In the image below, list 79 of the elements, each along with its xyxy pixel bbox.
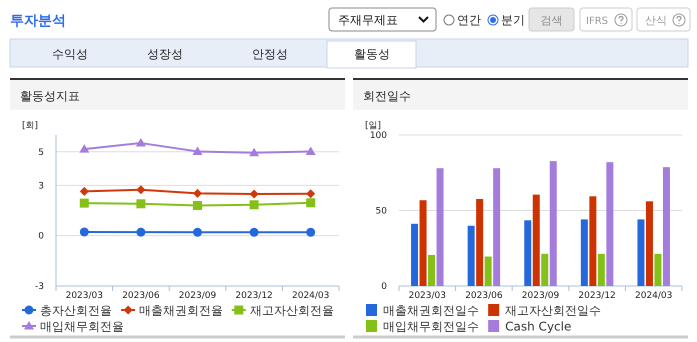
legend-label: 재고자산회전율 bbox=[250, 304, 334, 318]
legend-label: 매출채권회전일수 bbox=[383, 304, 479, 318]
x-tick-label: 2023/03 bbox=[66, 291, 103, 301]
bar bbox=[598, 254, 605, 286]
bar bbox=[637, 219, 644, 286]
bar bbox=[606, 162, 614, 286]
bar bbox=[493, 168, 500, 286]
point bbox=[136, 199, 146, 208]
x-tick-label: 2023/03 bbox=[408, 291, 446, 301]
point bbox=[80, 186, 89, 196]
chart-title: 회전일수 bbox=[363, 89, 411, 103]
legend-label: 재고자산회전일수 bbox=[505, 304, 602, 318]
text: 산식 bbox=[645, 14, 667, 27]
text: 주재무제표 bbox=[338, 13, 398, 27]
x-tick-label: 2024/03 bbox=[635, 291, 672, 301]
point bbox=[80, 198, 89, 208]
legend-label: 총자산회전율 bbox=[40, 304, 112, 318]
bar bbox=[411, 224, 418, 286]
legend-label: 매입채무회전일수 bbox=[383, 320, 479, 334]
bar bbox=[541, 254, 548, 286]
point bbox=[80, 227, 89, 236]
point bbox=[136, 185, 146, 194]
bar bbox=[524, 220, 532, 286]
bar bbox=[662, 167, 670, 286]
text: 활동성 bbox=[354, 47, 390, 61]
bar bbox=[646, 201, 653, 286]
point bbox=[306, 146, 316, 155]
point bbox=[250, 200, 259, 210]
point bbox=[79, 144, 90, 153]
x-tick-label: 2023/12 bbox=[578, 291, 616, 301]
text: 안정성 bbox=[252, 47, 288, 61]
x-tick-label: 2023/06 bbox=[465, 291, 503, 301]
point bbox=[306, 198, 316, 208]
chart-title: 활동성지표 bbox=[20, 89, 80, 103]
x-tick-label: 2024/03 bbox=[292, 291, 330, 301]
bar bbox=[589, 196, 596, 286]
y-tick-label: 3 bbox=[38, 181, 44, 192]
y-tick-label: -3 bbox=[35, 282, 44, 292]
bar bbox=[550, 161, 557, 286]
bar bbox=[484, 256, 492, 286]
text: 분기 bbox=[501, 13, 525, 27]
x-tick-label: 2023/12 bbox=[235, 291, 273, 301]
bar bbox=[436, 168, 444, 286]
y-tick-label: 5 bbox=[38, 148, 44, 158]
point bbox=[136, 138, 146, 147]
text: 연간 bbox=[457, 13, 481, 27]
bar bbox=[420, 200, 427, 286]
x-tick-label: 2023/09 bbox=[178, 291, 216, 301]
text: 성장성 bbox=[147, 47, 183, 61]
legend-label: Cash Cycle bbox=[505, 320, 572, 334]
x-tick-label: 2023/06 bbox=[122, 291, 160, 301]
y-tick-label: 0 bbox=[38, 232, 44, 242]
bar bbox=[428, 254, 436, 286]
point bbox=[249, 148, 260, 156]
point bbox=[192, 146, 202, 155]
y-tick-label: 100 bbox=[370, 131, 388, 141]
point bbox=[136, 228, 146, 237]
text: 투자분석 bbox=[10, 13, 66, 29]
point bbox=[250, 228, 259, 237]
legend-label: 매입채무회전율 bbox=[40, 320, 124, 334]
bar bbox=[580, 219, 588, 286]
point bbox=[306, 228, 316, 237]
bar bbox=[476, 199, 484, 286]
point bbox=[306, 189, 316, 198]
text: 수익성 bbox=[52, 47, 88, 61]
bar bbox=[532, 194, 540, 286]
y-axis-title: [회] bbox=[22, 121, 38, 131]
point bbox=[193, 228, 202, 237]
bar bbox=[468, 226, 475, 286]
y-tick-label: 50 bbox=[376, 206, 388, 216]
x-tick-label: 2023/09 bbox=[522, 291, 560, 301]
point bbox=[193, 200, 202, 210]
point bbox=[193, 188, 202, 198]
legend-label: 매출채권회전율 bbox=[139, 304, 224, 318]
y-tick-label: 0 bbox=[381, 282, 388, 292]
text: 검색 bbox=[540, 14, 562, 27]
y-axis-title: [일] bbox=[365, 121, 382, 131]
text: IFRS bbox=[586, 16, 608, 27]
bar bbox=[654, 254, 662, 286]
